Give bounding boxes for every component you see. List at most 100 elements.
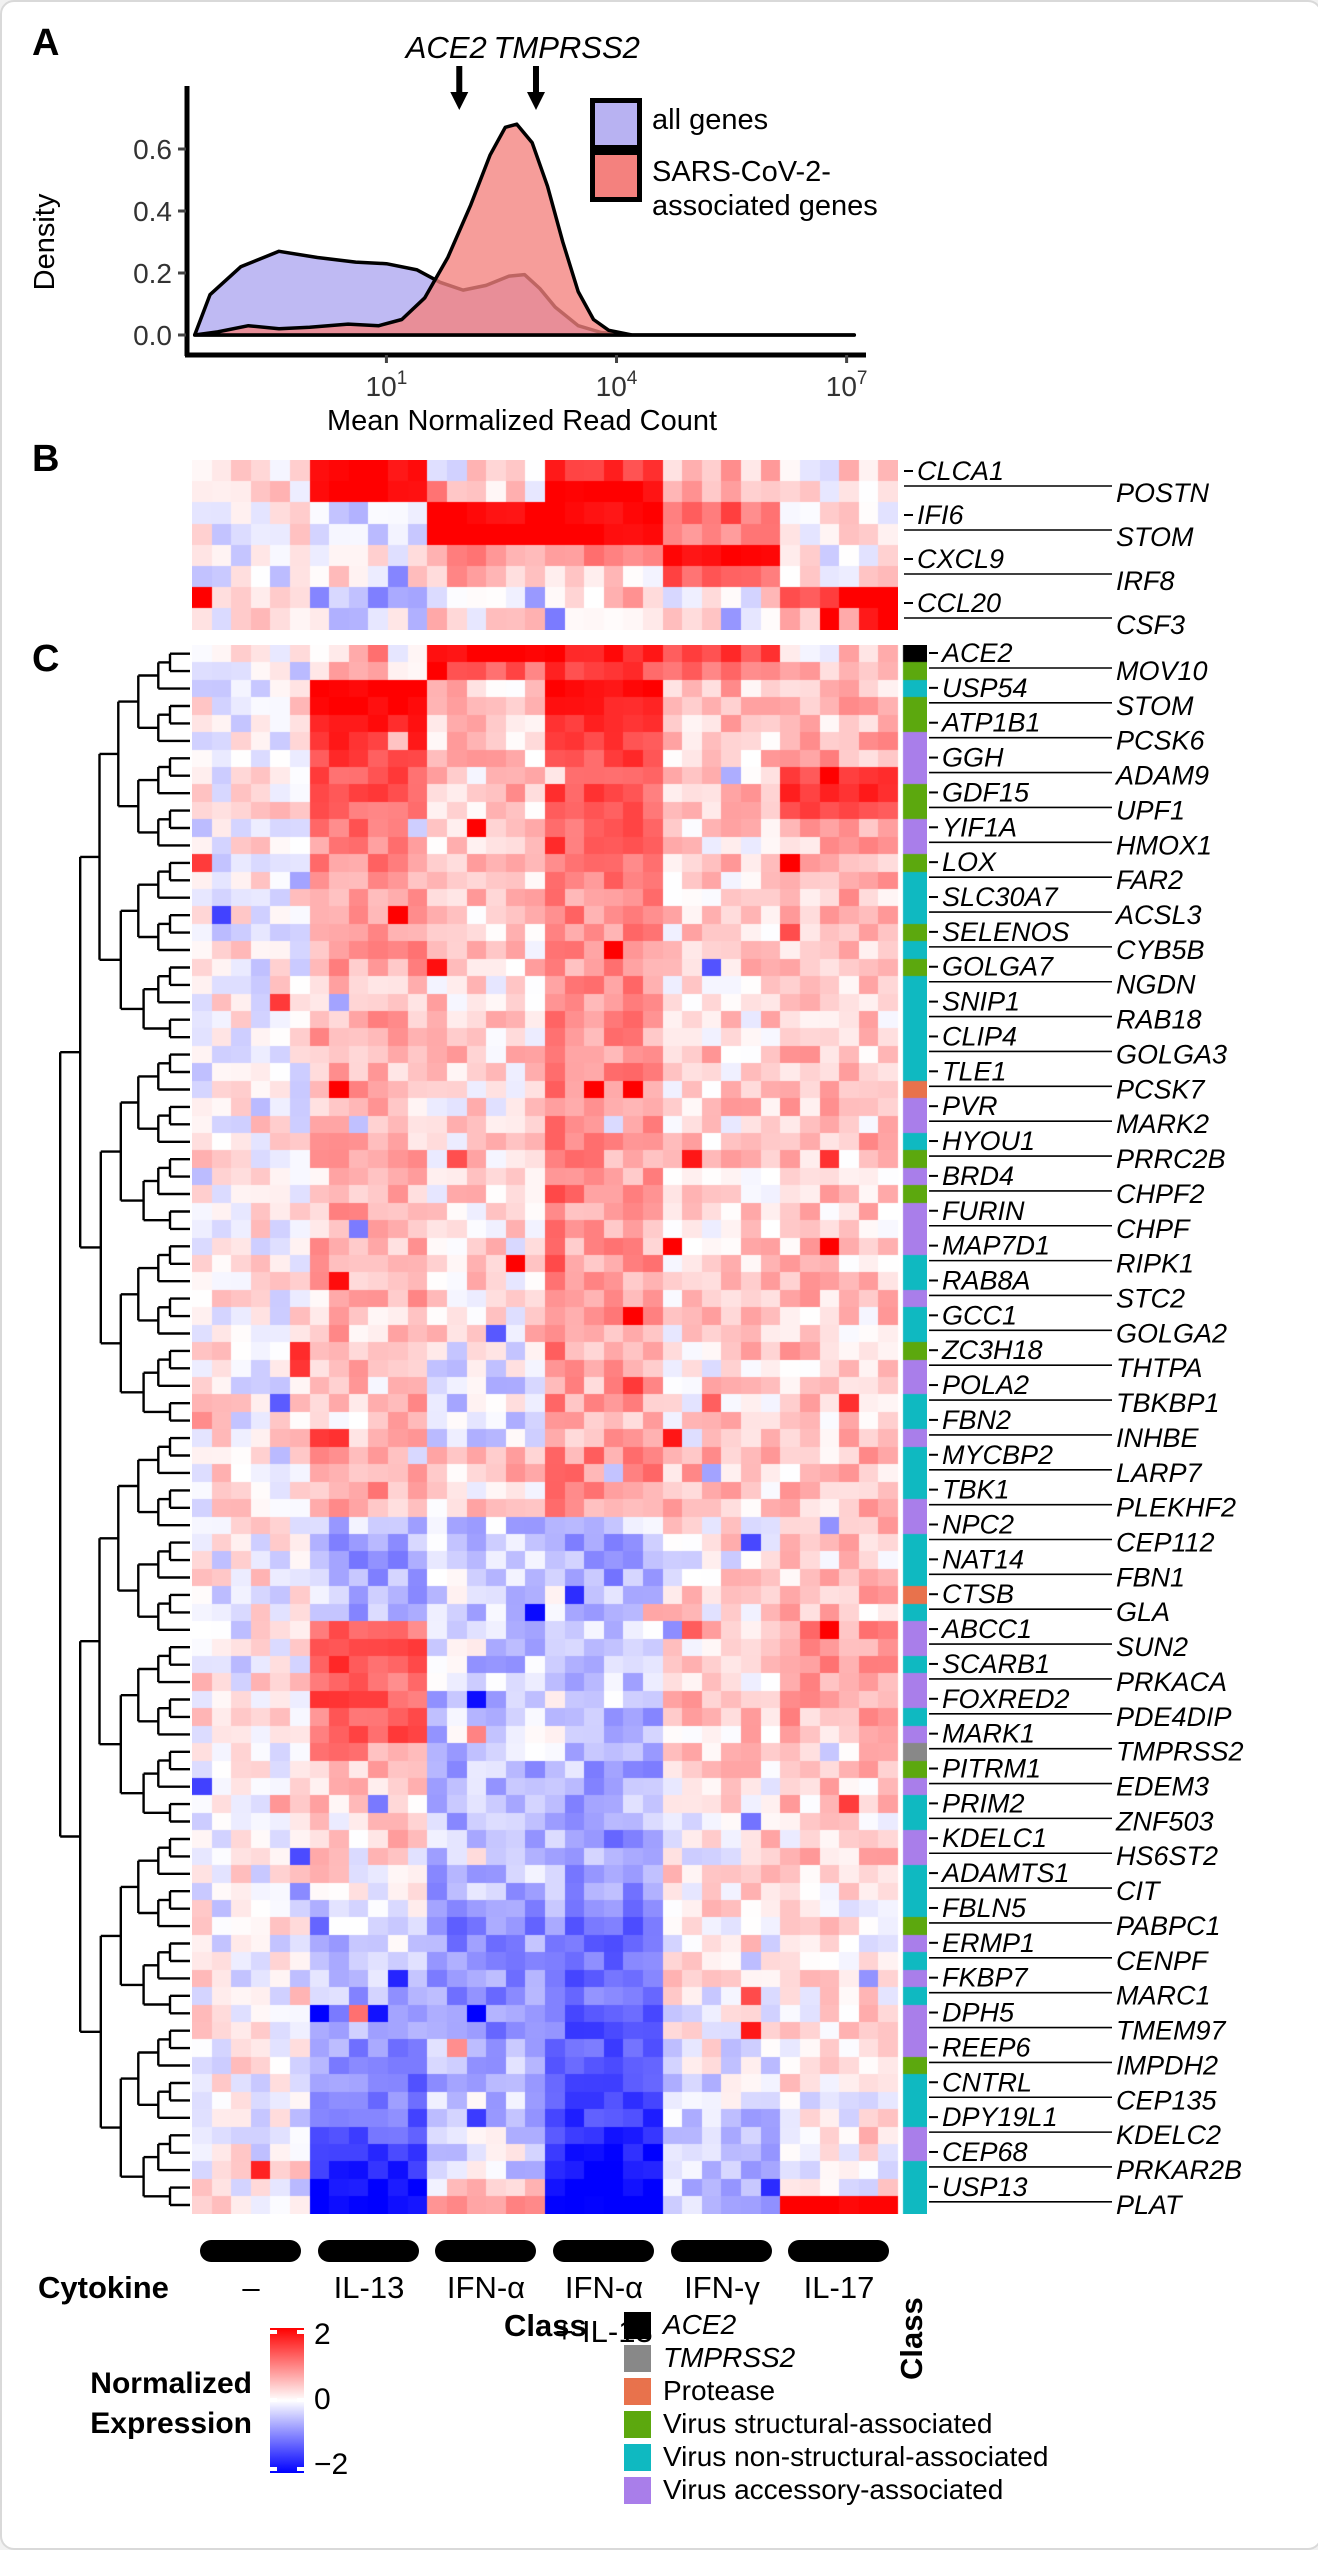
class-legend-item-accessory: Virus accessory-associated — [624, 2474, 1004, 2505]
gene-label-left: KDELC1 — [942, 1823, 1047, 1853]
class-label-protease: Protease — [663, 2375, 776, 2406]
gene-label-left: FOXRED2 — [942, 1684, 1070, 1714]
panel-a-label: A — [32, 22, 60, 64]
gene-label-left: PRIM2 — [942, 1788, 1025, 1818]
gene-label-left: ZC3H18 — [941, 1335, 1043, 1365]
gene-annotation-label: ACE2 — [404, 30, 487, 65]
class-swatch-tmprss2 — [624, 2344, 651, 2372]
gene-label-right: PRKAR2B — [1116, 2155, 1242, 2185]
gene-label-left: SCARB1 — [942, 1649, 1050, 1679]
gene-label-right: STOM — [1116, 522, 1194, 552]
gene-label-left: CCL20 — [917, 588, 1001, 618]
gene-label-left: LOX — [942, 847, 997, 877]
cytokine-bar-il17 — [788, 2240, 889, 2262]
x-tick-label: 101 — [366, 368, 408, 402]
class-legend-item-tmprss2: TMPRSS2 — [624, 2342, 795, 2373]
gene-label-left: GCC1 — [942, 1300, 1017, 1330]
gene-label-right: CEP135 — [1116, 2085, 1218, 2115]
gene-label-left: USP13 — [942, 2172, 1028, 2202]
expression-colorbar — [270, 2328, 304, 2473]
gene-label-right: TBKBP1 — [1116, 1388, 1220, 1418]
gene-label-right: STOM — [1116, 691, 1194, 721]
gene-label-left: MARK1 — [942, 1719, 1035, 1749]
gene-label-right: PRRC2B — [1116, 1144, 1226, 1174]
gene-label-right: ADAM9 — [1114, 761, 1209, 791]
cytokine-bar-ifna — [435, 2240, 536, 2262]
annotation-arrow-head — [450, 92, 469, 110]
y-tick-label: 0.4 — [133, 196, 172, 227]
gene-label-left: FBN2 — [942, 1405, 1011, 1435]
legend-label-sars-line2: associated genes — [652, 190, 878, 222]
gene-label-left: SNIP1 — [942, 987, 1020, 1017]
panel-c-label: C — [32, 638, 60, 680]
cytokine-label-ifng: IFN-γ — [684, 2270, 760, 2305]
expression-legend-title-line1: Normalized — [90, 2367, 252, 2400]
class-swatch-ace2 — [624, 2311, 651, 2339]
legend-swatch-all-genes — [590, 98, 642, 150]
gene-label-right: RAB18 — [1116, 1005, 1202, 1035]
gene-label-right: PLAT — [1116, 2190, 1184, 2220]
gene-label-left: CEP68 — [942, 2137, 1028, 2167]
colorbar-tick-mark — [270, 2330, 277, 2334]
gene-label-right: TMPRSS2 — [1116, 1737, 1244, 1767]
gene-label-left: RAB8A — [942, 1265, 1031, 1295]
panel-b-gene-labels: CLCA1 POSTN IFI6 STOM CXCL9 IRF8 CCL20 CSF3 — [904, 456, 1210, 640]
gene-label-right: IMPDH2 — [1116, 2050, 1218, 2080]
gene-label-right: LARP7 — [1116, 1458, 1203, 1488]
cytokine-bar-il13 — [318, 2240, 419, 2262]
cytokine-label-il13: IL-13 — [333, 2270, 405, 2305]
gene-label-left: PITRM1 — [942, 1754, 1041, 1784]
gene-annotation-label: TMPRSS2 — [493, 30, 639, 65]
gene-label-right: CHPF2 — [1116, 1179, 1205, 1209]
gene-label-right: CSF3 — [1116, 610, 1185, 640]
gene-label-right: TMEM97 — [1116, 2016, 1227, 2046]
class-legend-title: Class — [504, 2308, 587, 2343]
gene-label-right: INHBE — [1116, 1423, 1200, 1453]
cytokine-label-il17: IL-17 — [803, 2270, 875, 2305]
gene-label-right: MARK2 — [1116, 1109, 1209, 1139]
cytokine-axis-title: Cytokine — [38, 2270, 169, 2305]
panel-b-label: B — [32, 438, 60, 480]
colorbar-tick-mark — [270, 2467, 277, 2471]
gene-label-right: EDEM3 — [1116, 1772, 1209, 1802]
gene-label-right: PABPC1 — [1116, 1911, 1221, 1941]
colorbar-tick-mark — [297, 2398, 304, 2402]
gene-label-right: HS6ST2 — [1116, 1841, 1218, 1871]
gene-label-right: KDELC2 — [1116, 2120, 1221, 2150]
class-swatch-nonstructural — [624, 2443, 651, 2471]
legend-label-sars-line1: SARS-CoV-2- — [652, 156, 831, 188]
gene-label-right: HMOX1 — [1116, 830, 1212, 860]
gene-label-right: PRKACA — [1116, 1667, 1227, 1697]
panel-c-gene-labels: ACE2 MOV10 USP54 STOM ATP1B1 PCSK6 GGH ADAM9 GDF… — [929, 638, 1244, 2220]
class-legend-item-structural: Virus structural-associated — [624, 2408, 992, 2439]
cytokine-label-none: – — [242, 2270, 260, 2305]
class-swatch-structural — [624, 2410, 651, 2438]
gene-label-left: GOLGA7 — [942, 952, 1054, 982]
gene-label-left: MYCBP2 — [942, 1440, 1053, 1470]
gene-label-left: BRD4 — [942, 1161, 1014, 1191]
colorbar-tick-mark — [270, 2398, 277, 2402]
gene-label-right: CIT — [1116, 1876, 1162, 1906]
gene-label-left: FURIN — [942, 1196, 1025, 1226]
gene-label-left: ACE2 — [940, 638, 1013, 668]
colorbar-tick-mid: 0 — [314, 2383, 331, 2416]
expression-legend-title: Normalized Expression — [30, 2364, 252, 2444]
gene-label-right: GLA — [1116, 1597, 1170, 1627]
class-swatch-protease — [624, 2377, 651, 2405]
gene-label-right: IRF8 — [1116, 566, 1175, 596]
gene-label-left: CTSB — [942, 1579, 1014, 1609]
gene-label-left: NPC2 — [942, 1510, 1014, 1540]
gene-label-right: NGDN — [1116, 970, 1196, 1000]
class-legend-item-ace2: ACE2 — [624, 2309, 736, 2340]
gene-label-right: FAR2 — [1116, 865, 1183, 895]
cytokine-bar-ifng — [671, 2240, 772, 2262]
gene-label-right: PDE4DIP — [1116, 1702, 1232, 1732]
gene-label-right: POSTN — [1116, 478, 1210, 508]
gene-label-left: CXCL9 — [917, 544, 1004, 574]
cytokine-bar-ifna-il13 — [553, 2240, 654, 2262]
class-label-accessory: Virus accessory-associated — [663, 2474, 1004, 2505]
colorbar-tick-max: 2 — [314, 2318, 331, 2351]
gene-label-right: SUN2 — [1116, 1632, 1188, 1662]
gene-label-right: CENPF — [1116, 1946, 1209, 1976]
density-plot: 0.0 0.2 0.4 0.6 101 104 107 Mean Normalized Rea… — [29, 30, 867, 437]
